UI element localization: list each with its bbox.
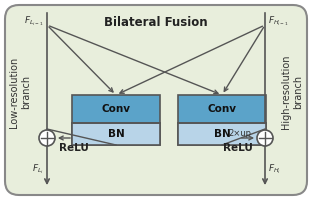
Text: Low-resolution
branch: Low-resolution branch xyxy=(9,56,31,128)
Text: High-resolution
branch: High-resolution branch xyxy=(281,55,303,129)
Text: ReLU: ReLU xyxy=(223,143,253,153)
Bar xyxy=(178,122,266,145)
Bar xyxy=(72,122,160,145)
Text: Conv: Conv xyxy=(207,104,236,114)
Text: $F_{L_{i-1}}$: $F_{L_{i-1}}$ xyxy=(24,14,44,28)
Text: $F_{L_i}$: $F_{L_i}$ xyxy=(32,162,44,176)
FancyBboxPatch shape xyxy=(5,5,307,195)
FancyBboxPatch shape xyxy=(72,95,160,145)
Circle shape xyxy=(257,130,273,146)
Text: $F_{H_{i-1}}$: $F_{H_{i-1}}$ xyxy=(268,14,289,28)
Text: Conv: Conv xyxy=(101,104,130,114)
Text: 2×up: 2×up xyxy=(228,129,251,138)
Text: ReLU: ReLU xyxy=(59,143,89,153)
Text: Bilateral Fusion: Bilateral Fusion xyxy=(104,16,208,29)
Circle shape xyxy=(39,130,55,146)
Text: BN: BN xyxy=(108,129,124,139)
Text: $F_{H_i}$: $F_{H_i}$ xyxy=(268,162,281,176)
Text: BN: BN xyxy=(214,129,230,139)
FancyBboxPatch shape xyxy=(178,95,266,145)
